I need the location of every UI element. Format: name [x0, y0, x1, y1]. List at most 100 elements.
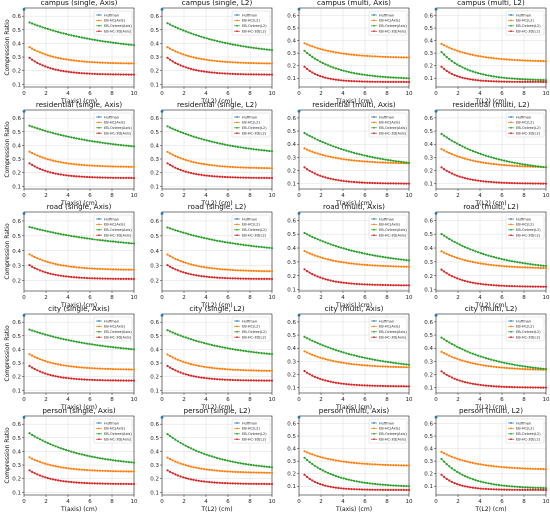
- data-point: [492, 181, 495, 184]
- data-point: [384, 182, 387, 185]
- data-point: [182, 53, 185, 56]
- data-point: [96, 344, 99, 347]
- data-point: [518, 59, 522, 62]
- legend-label: EB-Octree(Axis): [104, 24, 132, 28]
- data-point: [51, 29, 55, 32]
- data-point: [51, 273, 55, 276]
- data-point: [125, 368, 128, 371]
- data-point: [326, 77, 330, 80]
- series-eb-hc-3d: [166, 162, 274, 180]
- data-point: [544, 386, 548, 389]
- data-point: [329, 155, 332, 158]
- data-point: [28, 456, 31, 459]
- axes-frame: [23, 109, 135, 190]
- data-point: [495, 488, 498, 491]
- legend: HuffmanEB-HC(L2)EB-Octree(L2)EB-HC-3D(L2…: [505, 112, 545, 138]
- x-tick-label: 10: [406, 91, 413, 97]
- data-point: [72, 235, 75, 238]
- data-point: [469, 53, 472, 56]
- data-point: [326, 64, 330, 67]
- data-point: [477, 72, 480, 75]
- data-point: [260, 149, 263, 152]
- data-point: [221, 276, 224, 279]
- data-point: [187, 373, 190, 377]
- series-huffman: [434, 415, 438, 419]
- data-point: [174, 369, 177, 372]
- legend-marker: [510, 14, 512, 16]
- data-point: [542, 80, 545, 84]
- data-point: [508, 265, 511, 268]
- data-point: [106, 165, 109, 168]
- data-point: [466, 77, 469, 80]
- data-point: [160, 313, 164, 317]
- data-point: [250, 46, 253, 49]
- data-point: [119, 241, 122, 244]
- data-point: [466, 247, 469, 250]
- data-point: [366, 54, 369, 58]
- data-point: [65, 162, 68, 165]
- x-tick-label: 0: [160, 397, 164, 403]
- data-point: [49, 261, 52, 264]
- data-point: [200, 173, 203, 176]
- legend-marker: [98, 438, 100, 441]
- legend-box: [505, 112, 545, 138]
- data-point: [122, 368, 125, 371]
- legend-marker: [373, 422, 375, 424]
- data-point: [308, 149, 311, 152]
- data-point: [51, 374, 55, 377]
- data-point: [239, 176, 242, 179]
- data-point: [197, 376, 200, 379]
- legend-marker: [373, 325, 375, 328]
- data-point: [252, 148, 255, 151]
- legend-marker: [373, 132, 375, 135]
- data-point: [114, 41, 117, 45]
- data-point: [189, 374, 193, 377]
- data-point: [98, 482, 102, 485]
- data-point: [360, 364, 364, 367]
- data-point: [187, 31, 190, 34]
- axes-frame: [161, 7, 273, 88]
- data-point: [41, 332, 44, 335]
- data-point: [268, 270, 271, 273]
- data-point: [458, 75, 461, 78]
- data-point: [229, 368, 232, 371]
- data-point: [366, 357, 369, 360]
- data-point: [500, 361, 503, 364]
- data-point: [400, 464, 403, 467]
- data-point: [355, 152, 358, 155]
- data-point: [36, 473, 39, 476]
- data-point: [311, 171, 314, 174]
- data-point: [169, 354, 172, 358]
- data-point: [531, 386, 535, 389]
- data-point: [80, 266, 83, 269]
- data-point: [78, 236, 81, 239]
- data-point: [169, 255, 172, 258]
- data-point: [397, 160, 400, 163]
- data-point: [67, 449, 70, 452]
- data-point: [463, 77, 467, 80]
- data-point: [247, 350, 250, 353]
- data-point: [373, 156, 377, 159]
- legend-label: Huffman: [104, 421, 119, 425]
- data-point: [345, 180, 348, 183]
- data-point: [176, 51, 179, 54]
- data-point: [508, 367, 511, 370]
- data-point: [54, 336, 57, 339]
- legend-marker: [236, 30, 238, 33]
- data-point: [260, 62, 263, 65]
- data-point: [200, 35, 203, 38]
- data-point: [187, 477, 190, 480]
- data-point: [544, 487, 548, 490]
- data-point: [65, 135, 68, 138]
- legend-label: Huffman: [104, 319, 119, 323]
- data-point: [98, 469, 102, 472]
- data-point: [353, 282, 356, 285]
- data-point: [218, 60, 221, 63]
- data-point: [542, 367, 545, 370]
- x-tick-label: 4: [204, 91, 208, 97]
- data-point: [221, 481, 224, 485]
- y-tick-label: 0.3: [150, 157, 159, 163]
- data-point: [171, 267, 174, 270]
- y-tick-label: 0.4: [287, 142, 296, 148]
- legend-marker: [236, 132, 238, 135]
